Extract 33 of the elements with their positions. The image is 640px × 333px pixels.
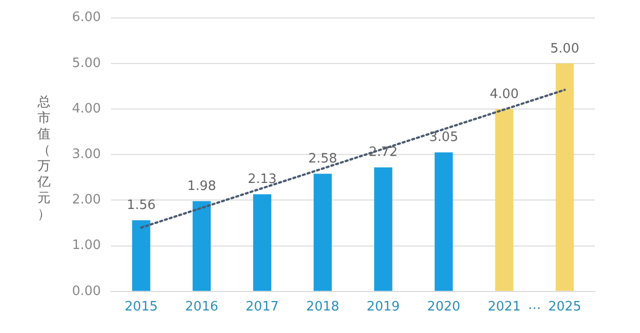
x-tick-label: 2020 <box>427 300 460 315</box>
data-label: 3.05 <box>429 130 458 146</box>
text: … <box>528 298 541 313</box>
x-tick-label: 2016 <box>185 300 218 315</box>
data-label: 2.13 <box>248 172 277 188</box>
data-label: 5.00 <box>550 41 580 56</box>
y-tick-label: 0.00 <box>72 284 101 299</box>
y-tick-label: 3.00 <box>72 146 101 162</box>
data-label: 4.00 <box>490 86 519 102</box>
x-tick-label: 2015 <box>124 300 158 315</box>
bar <box>192 201 211 291</box>
y-tick-label: 1.00 <box>72 238 101 254</box>
data-label: 1.56 <box>126 198 156 214</box>
bar <box>132 220 150 291</box>
y-tick-label: 4.00 <box>72 101 101 116</box>
data-label: 2.72 <box>368 145 398 160</box>
bar <box>253 194 272 291</box>
x-tick-label: 2025 <box>548 300 582 315</box>
x-tick-label: 2019 <box>366 300 400 315</box>
x-tick-label: 2017 <box>246 300 279 315</box>
x-tick-label: 2018 <box>306 300 340 315</box>
y-axis-title: 总市值（万亿元） <box>36 95 52 223</box>
data-label: 2.58 <box>308 152 338 167</box>
y-tick-label: 2.00 <box>72 192 101 208</box>
bar <box>374 167 392 291</box>
bar <box>314 174 332 291</box>
y-tick-label: 5.00 <box>72 56 101 71</box>
bar <box>434 152 453 291</box>
data-label: 1.98 <box>187 178 216 194</box>
y-tick-label: 6.00 <box>72 10 101 26</box>
x-tick-label: 2021 <box>488 300 521 315</box>
bar <box>556 63 574 291</box>
bar <box>495 109 514 291</box>
